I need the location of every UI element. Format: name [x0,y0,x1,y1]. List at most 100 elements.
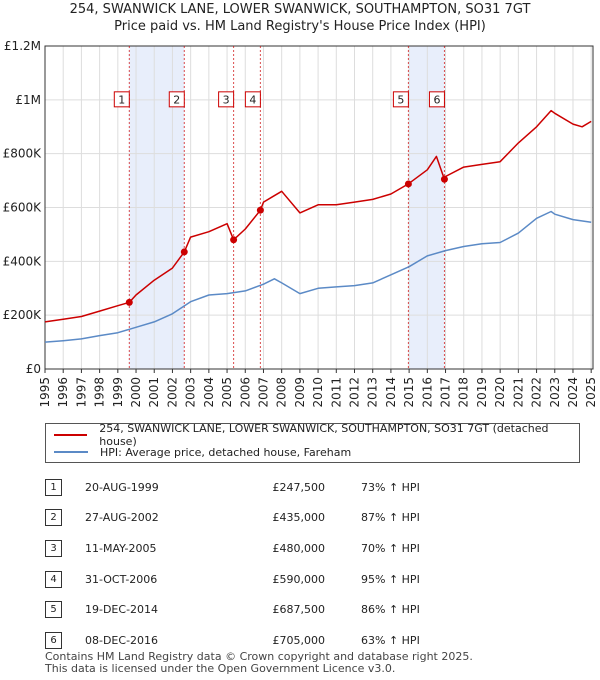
x-tick-label: 2003 [184,377,198,408]
x-tick-label: 2008 [275,377,289,408]
sale-number-label: 3 [223,93,230,106]
x-tick-label: 2002 [165,377,179,408]
sale-number-box [392,91,409,108]
x-tick-label: 2015 [402,377,416,408]
footer-copyright: Contains HM Land Registry data © Crown c… [45,650,473,663]
sale-point [230,236,238,244]
table-row: 4 31-OCT-2006 £590,000 95% ↑ HPI [45,564,465,595]
x-tick-label: 2024 [566,377,580,408]
price-chart: £0 £200K £400K £600K £800K £1M £1.2M 1995 1996 19… [3,39,599,408]
sale-date: 08-DEC-2016 [85,633,159,647]
sale-hpi-change: 70% ↑ HPI [361,541,420,555]
x-tick-label: 2017 [439,377,453,408]
y-tick-label: £1.2M [4,39,41,53]
x-tick-label: 2021 [511,377,525,408]
sale-hpi-change: 95% ↑ HPI [361,572,420,586]
sale-number-label: 4 [249,93,256,106]
legend-property-swatch [54,434,88,436]
table-row: 1 20-AUG-1999 £247,500 73% ↑ HPI [45,472,465,503]
chart-title: 254, SWANWICK LANE, LOWER SWANWICK, SOUT… [69,2,531,17]
x-tick-label: 2023 [548,377,562,408]
y-tick-label: £1M [15,93,41,107]
sale-date: 20-AUG-1999 [85,480,159,494]
plot-frame [44,45,594,370]
y-tick-label: £0 [26,362,41,376]
sale-date: 27-AUG-2002 [85,511,159,525]
sale-number-box [113,91,130,108]
hpi-line [44,210,592,343]
sale-number-badge: 4 [45,570,62,588]
sale-point [404,180,412,188]
x-tick-label: 2019 [475,377,489,408]
y-tick-label: £400K [3,254,43,268]
x-tick-label: 2025 [584,377,598,408]
sale-number-badge: 6 [45,631,62,649]
x-tick-label: 1995 [38,377,52,408]
x-tick-label: 1999 [111,377,125,408]
x-tick-label: 2010 [311,377,325,408]
legend-item-property: 254, SWANWICK LANE, LOWER SWANWICK, SOUT… [54,422,579,448]
legend-item-hpi: HPI: Average price, detached house, Fare… [54,444,351,460]
sale-price: £705,000 [272,633,326,647]
x-tick-label: 2011 [329,377,343,408]
footer: Contains HM Land Registry data © Crown c… [45,651,473,675]
x-tick-label: 2020 [493,377,507,408]
x-tick-label: 1997 [74,377,88,408]
x-tick-label: 2000 [129,377,143,408]
x-tick-label: 2004 [202,377,216,408]
sale-number-label: 1 [118,93,125,106]
sale-number-label: 6 [433,93,440,106]
y-tick-label: £600K [3,201,43,215]
sale-number-box [428,91,445,108]
sale-point [256,206,264,214]
sale-hpi-change: 63% ↑ HPI [361,633,420,647]
sale-number-label: 2 [173,93,180,106]
sale-point [180,248,188,256]
x-tick-label: 2022 [530,377,544,408]
x-tick-label: 1996 [56,377,70,408]
sale-hpi-change: 87% ↑ HPI [361,511,420,525]
x-tick-label: 2007 [256,377,270,408]
sale-price: £687,500 [272,603,326,617]
sale-price: £435,000 [272,511,326,525]
sale-number-badge: 5 [45,601,62,619]
sale-hpi-change: 86% ↑ HPI [361,603,420,617]
sale-hpi-change: 73% ↑ HPI [361,480,420,494]
x-tick-label: 2016 [420,377,434,408]
sale-price: £480,000 [272,541,326,555]
x-tick-label: 2006 [238,377,252,408]
x-tick-label: 2009 [293,377,307,408]
legend-hpi-label: HPI: Average price, detached house, Fare… [100,445,352,459]
sale-point [440,175,448,183]
sale-date: 19-DEC-2014 [85,603,159,617]
legend-hpi-swatch [54,451,88,453]
x-tick-label: 2018 [457,377,471,408]
x-tick-label: 2014 [384,377,398,408]
transactions-table: 1 20-AUG-1999 £247,500 73% ↑ HPI 2 27-AU… [45,472,465,656]
footer-licence: This data is licensed under the Open Gov… [45,662,396,675]
chart-subtitle: Price paid vs. HM Land Registry's House … [114,19,486,34]
x-tick-label: 2013 [366,377,380,408]
legend-property-label: 254, SWANWICK LANE, LOWER SWANWICK, SOUT… [99,422,549,448]
sale-price: £590,000 [272,572,326,586]
sale-number-box [244,91,261,108]
chart-legend: 254, SWANWICK LANE, LOWER SWANWICK, SOUT… [45,422,580,463]
x-tick-label: 2005 [220,377,234,408]
sale-number-badge: 2 [45,509,62,527]
x-tick-label: 2012 [348,377,362,408]
y-tick-label: £800K [3,147,43,161]
sale-number-badge: 1 [45,478,62,496]
x-tick-label: 2001 [147,377,161,408]
sale-point [125,298,133,306]
x-tick-label: 1998 [93,377,107,408]
sale-price: £247,500 [272,480,326,494]
y-tick-label: £200K [3,308,43,322]
table-row: 6 08-DEC-2016 £705,000 63% ↑ HPI [45,625,465,656]
sale-number-box [168,91,185,108]
sale-number-label: 5 [397,93,404,106]
sale-number-box [218,91,235,108]
table-row: 3 11-MAY-2005 £480,000 70% ↑ HPI [45,533,465,564]
property-price-line [44,109,592,323]
table-row: 5 19-DEC-2014 £687,500 86% ↑ HPI [45,594,465,625]
table-row: 2 27-AUG-2002 £435,000 87% ↑ HPI [45,503,465,534]
